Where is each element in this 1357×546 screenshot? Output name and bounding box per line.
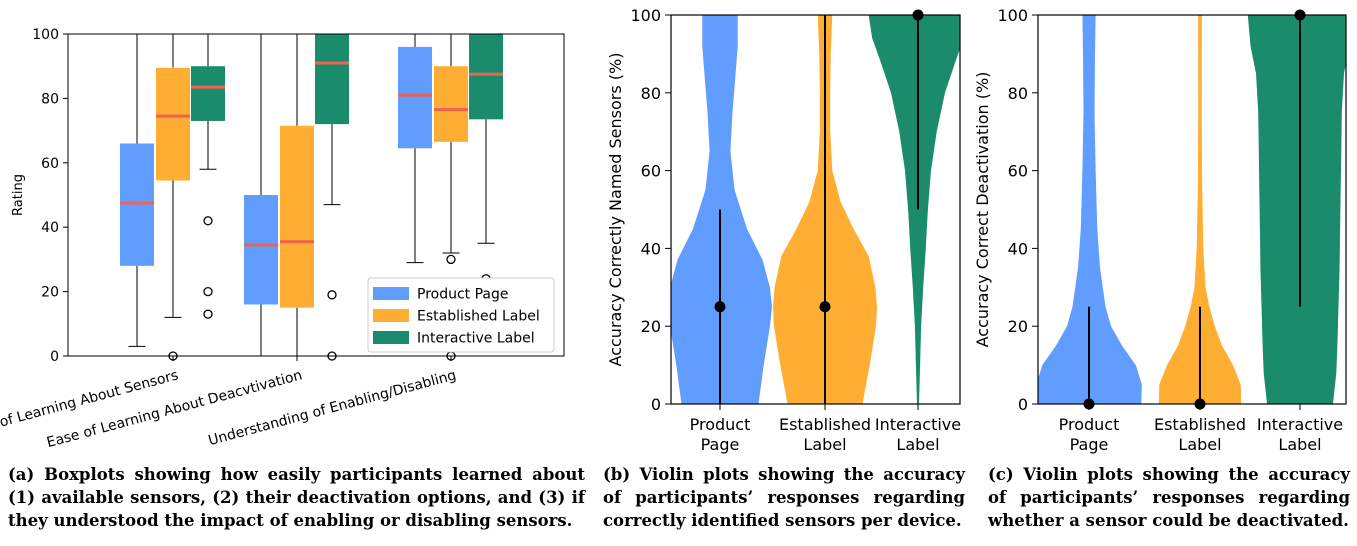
violin-chart-deactivation: 0 20 40 60 80 100 Accuracy Correct Deactivatio… [975,6,1347,454]
violin-body [1247,15,1346,404]
caption-c: (c) Violin plots showing the accuracy of… [988,465,1350,530]
y-tick-label: 80 [1008,84,1028,103]
y-tick-label: 100 [32,27,59,43]
y-tick-label: 100 [630,6,661,25]
x-tick-label: Label [803,435,846,454]
legend-label: Product Page [417,287,509,303]
box [244,195,278,305]
box [398,46,432,149]
violin-body [1038,15,1142,404]
box [434,66,468,142]
y-tick-label: 60 [641,162,661,181]
violin-chart-sensors: 0 20 40 60 80 100 Accuracy Correctly Named Sen… [606,6,961,454]
y-tick-label: 40 [641,239,661,258]
y-axis-label: Accuracy Correctly Named Sensors (%) [606,53,625,367]
outlier-point [203,309,213,319]
legend-label: Interactive Label [417,331,535,347]
x-tick-label: Label [896,435,939,454]
x-tick-label: Interactive [875,415,961,434]
x-tick-label: Page [701,435,740,454]
legend-label: Established Label [417,309,540,325]
x-tick-label: Label [1278,435,1321,454]
violin-body [868,15,960,404]
x-tick-label: Established [1154,415,1246,434]
box [191,66,225,121]
y-tick-label: 0 [651,395,661,414]
y-tick-label: 100 [997,6,1028,25]
y-tick-label: 40 [1008,239,1028,258]
y-tick-label: 20 [641,317,661,336]
x-tick-label: Interactive [1257,415,1343,434]
box [315,34,349,125]
legend-swatch [373,309,409,322]
box [120,143,154,266]
y-axis-label: Rating [11,174,26,216]
box [156,67,190,181]
caption-b: (b) Violin plots showing the accuracy of… [603,465,965,530]
plot-frame [1037,14,1347,405]
median-marker [819,301,831,313]
violin-body [671,15,772,404]
outlier-point [446,254,456,265]
x-tick-label: Product [690,415,751,434]
boxplot-chart: 020406080100RatingEase of Learning About… [0,27,565,451]
x-tick-label: Established [779,415,871,434]
plot-frame [67,33,565,357]
outlier-point [203,216,213,226]
y-tick-label: 60 [1008,162,1028,181]
box [469,34,503,120]
y-tick-label: 0 [50,349,59,365]
y-tick-label: 80 [41,91,59,107]
box [280,125,314,308]
plot-frame [670,14,961,405]
outlier-point [203,286,213,297]
y-tick-label: 60 [41,156,59,172]
violin-body [1158,15,1242,404]
legend-swatch [373,287,409,300]
y-tick-label: 0 [1018,395,1028,414]
y-tick-label: 80 [641,84,661,103]
outlier-point [327,290,337,300]
legend: Product Page Established Label Interactive… [367,277,555,353]
y-tick-label: 20 [41,285,59,301]
median-marker [714,301,726,313]
x-tick-label: Label [1178,435,1221,454]
x-tick-label: Page [1070,435,1109,454]
x-tick-label: Understanding of Enabling/Disabling [207,367,458,449]
x-tick-label: Product [1059,415,1120,434]
caption-a: (a) Boxplots showing how easily particip… [8,465,585,530]
y-axis-label: Accuracy Correct Deactivation (%) [975,72,992,348]
legend-frame [367,277,555,353]
y-tick-label: 20 [1008,317,1028,336]
y-tick-label: 40 [41,220,59,236]
legend-swatch [373,331,409,344]
